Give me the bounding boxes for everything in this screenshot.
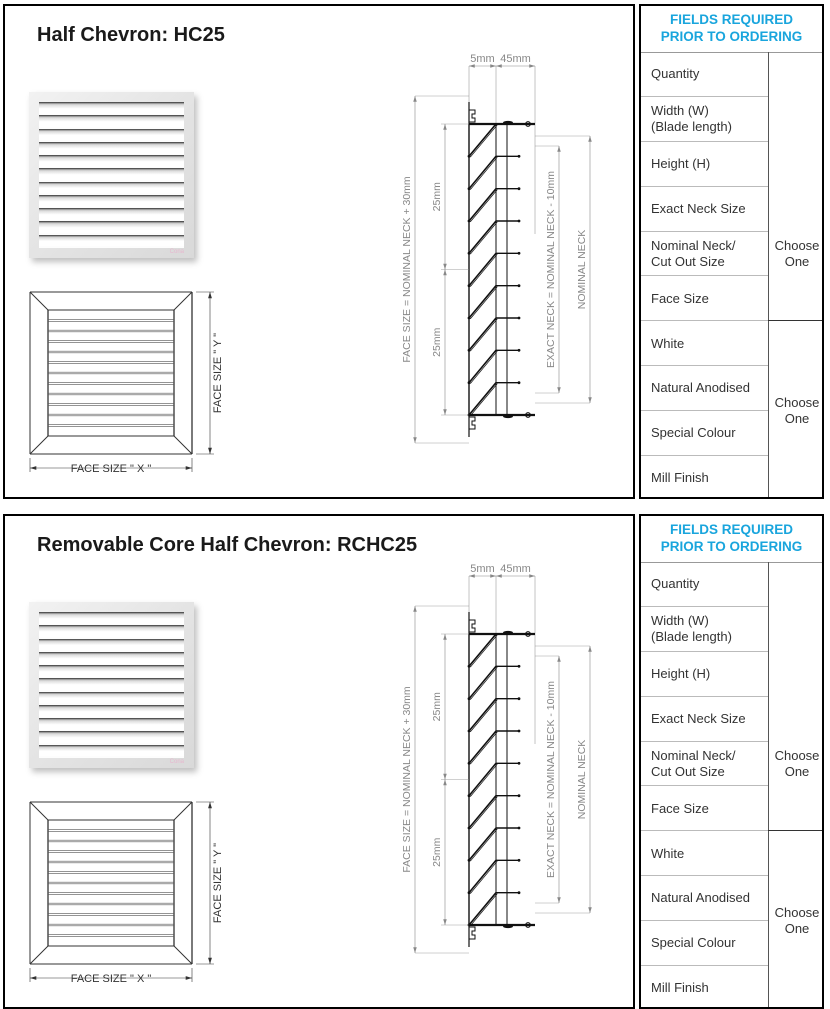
svg-text:25mm: 25mm xyxy=(431,837,443,866)
svg-text:EXACT NECK = NOMINAL NECK - 10: EXACT NECK = NOMINAL NECK - 10mm xyxy=(545,681,557,878)
svg-text:NOMINAL NECK: NOMINAL NECK xyxy=(576,740,588,820)
svg-text:25mm: 25mm xyxy=(431,182,443,211)
svg-text:45mm: 45mm xyxy=(500,563,531,575)
svg-text:FACE SIZE " Y ": FACE SIZE " Y " xyxy=(212,333,224,413)
svg-text:5mm: 5mm xyxy=(470,53,494,65)
svg-text:25mm: 25mm xyxy=(431,692,443,721)
svg-text:EXACT NECK = NOMINAL NECK - 10: EXACT NECK = NOMINAL NECK - 10mm xyxy=(545,171,557,368)
svg-text:FACE SIZE " X ": FACE SIZE " X " xyxy=(71,973,152,985)
svg-text:45mm: 45mm xyxy=(500,53,531,65)
svg-text:25mm: 25mm xyxy=(431,327,443,356)
svg-text:FACE SIZE = NOMINAL NECK + 30m: FACE SIZE = NOMINAL NECK + 30mm xyxy=(401,176,413,363)
svg-text:FACE SIZE = NOMINAL NECK + 30m: FACE SIZE = NOMINAL NECK + 30mm xyxy=(401,686,413,873)
svg-text:5mm: 5mm xyxy=(470,563,494,575)
svg-text:FACE SIZE " Y ": FACE SIZE " Y " xyxy=(212,843,224,923)
svg-text:FACE SIZE " X ": FACE SIZE " X " xyxy=(71,463,152,475)
svg-text:NOMINAL NECK: NOMINAL NECK xyxy=(576,230,588,310)
